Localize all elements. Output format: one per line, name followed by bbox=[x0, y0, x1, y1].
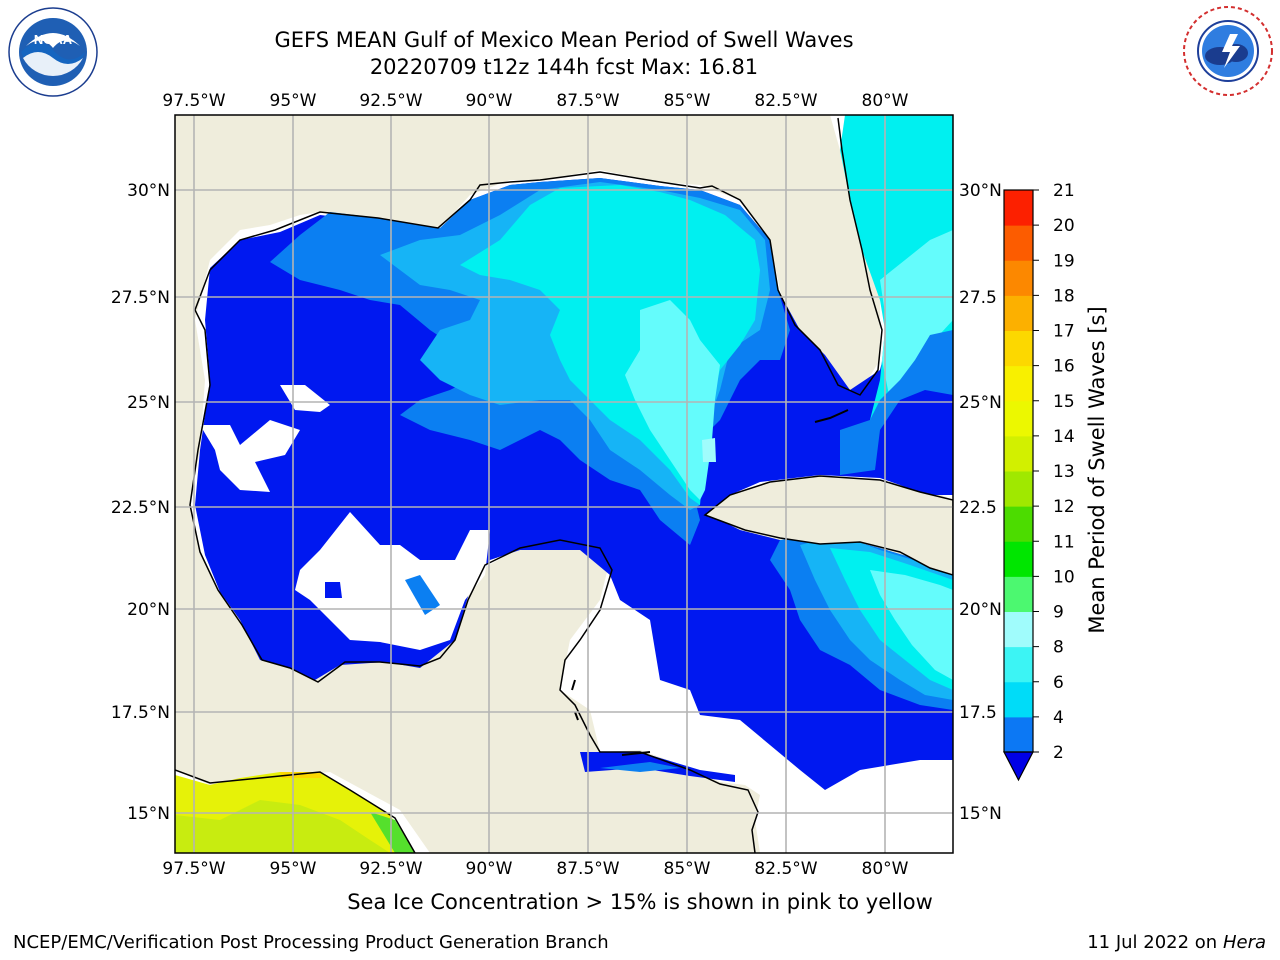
colorbar-segment bbox=[1004, 330, 1033, 367]
colorbar-segment bbox=[1004, 611, 1033, 648]
map-subtitle: 20220709 t12z 144h fcst Max: 16.81 bbox=[369, 55, 759, 79]
swell-region-medium-period bbox=[600, 762, 680, 772]
longitude-tick-label: 82.5°W bbox=[754, 91, 817, 111]
longitude-tick-label: 85°W bbox=[664, 91, 711, 111]
colorbar-segment bbox=[1004, 435, 1033, 472]
latitude-tick-label: 17.5°N bbox=[111, 703, 170, 723]
latitude-tick-label: 27.5°N bbox=[111, 288, 170, 308]
longitude-tick-label: 80°W bbox=[862, 91, 909, 111]
colorbar-tick-label: 11 bbox=[1053, 532, 1075, 552]
longitude-tick-label: 87.5°W bbox=[556, 91, 619, 111]
longitude-tick-label: 95°W bbox=[270, 859, 317, 879]
colorbar-segment bbox=[1004, 365, 1033, 402]
latitude-tick-label: 22.5 bbox=[959, 498, 997, 518]
longitude-tick-label: 90°W bbox=[466, 91, 513, 111]
colorbar-tick-label: 20 bbox=[1053, 216, 1075, 236]
swell-region-longest-period bbox=[625, 300, 720, 500]
latitude-tick-label: 20°N bbox=[959, 600, 1002, 620]
latitude-tick-label: 30°N bbox=[959, 181, 1002, 201]
longitude-labels-top: 97.5°W 95°W 92.5°W 90°W 87.5°W 85°W 82.5°W 80°W bbox=[162, 91, 908, 111]
swell-region-longest-period bbox=[702, 438, 716, 462]
colorbar-tick-label: 2 bbox=[1053, 743, 1064, 763]
colorbar-segment bbox=[1004, 646, 1033, 683]
longitude-tick-label: 90°W bbox=[466, 859, 513, 879]
small-island bbox=[571, 679, 651, 756]
colorbar-tick-label: 4 bbox=[1053, 708, 1064, 728]
colorbar-tick-label: 8 bbox=[1053, 638, 1064, 658]
footer-machine: Hera bbox=[1222, 932, 1266, 953]
longitude-tick-label: 97.5°W bbox=[162, 859, 225, 879]
latitude-tick-label: 17.5 bbox=[959, 703, 997, 723]
colorbar-segment bbox=[1004, 471, 1033, 507]
colorbar-tick-label: 16 bbox=[1053, 357, 1075, 377]
latitude-tick-label: 22.5°N bbox=[111, 498, 170, 518]
footer-branch: NCEP/EMC/Verification Post Processing Pr… bbox=[13, 932, 609, 953]
longitude-tick-label: 95°W bbox=[270, 91, 317, 111]
noaa-logo: NOAA bbox=[8, 7, 98, 97]
colorbar-tick-label: 6 bbox=[1053, 673, 1064, 693]
longitude-tick-label: 85°W bbox=[664, 859, 711, 879]
colorbar-segment bbox=[1004, 681, 1033, 718]
colorbar-extension bbox=[1003, 751, 1034, 782]
colorbar-tick-label: 9 bbox=[1053, 603, 1064, 623]
colorbar-segment bbox=[1004, 506, 1033, 542]
colorbar-segment bbox=[1004, 716, 1033, 753]
map-area bbox=[175, 115, 953, 853]
footer-date-text: 11 Jul 2022 on bbox=[1087, 932, 1223, 953]
colorbar-tick-label: 14 bbox=[1053, 427, 1075, 447]
caribbean-swell-region bbox=[870, 570, 953, 680]
sea-ice-region bbox=[175, 800, 390, 853]
colorbar-tick-label: 18 bbox=[1053, 286, 1075, 306]
map-frame bbox=[174, 114, 954, 854]
latitude-tick-label: 15°N bbox=[127, 804, 170, 824]
colorbar-tick-label: 17 bbox=[1053, 322, 1075, 342]
national-weather-service-logo bbox=[1183, 6, 1273, 96]
latitude-tick-label: 25°N bbox=[127, 393, 170, 413]
colorbar-tick-label: 15 bbox=[1053, 392, 1075, 412]
longitude-tick-label: 82.5°W bbox=[754, 859, 817, 879]
colorbar-tick-label: 19 bbox=[1053, 251, 1075, 271]
swell-region-short-period bbox=[325, 582, 342, 598]
sea-ice-region bbox=[370, 812, 415, 853]
noaa-logo-text: NOAA bbox=[34, 32, 73, 47]
colorbar: 2 4 6 8 9 10 11 12 13 14 15 16 17 18 19 20 21 bbox=[1003, 181, 1075, 782]
colorbar-segment bbox=[1004, 260, 1033, 296]
latitude-tick-label: 27.5 bbox=[959, 288, 997, 308]
colorbar-tick-label: 13 bbox=[1053, 462, 1075, 482]
longitude-labels-bottom: 97.5°W 95°W 92.5°W 90°W 87.5°W 85°W 82.5°W 80°W bbox=[162, 859, 908, 879]
latitude-tick-label: 20°N bbox=[127, 600, 170, 620]
colorbar-segment bbox=[1004, 576, 1033, 612]
colorbar-segment bbox=[1004, 225, 1033, 261]
latitude-labels-left: 30°N 27.5°N 25°N 22.5°N 20°N 17.5°N 15°N bbox=[111, 181, 170, 824]
colorbar-segment bbox=[1004, 295, 1033, 331]
longitude-tick-label: 80°W bbox=[862, 859, 909, 879]
latitude-tick-label: 30°N bbox=[127, 181, 170, 201]
longitude-tick-label: 97.5°W bbox=[162, 91, 225, 111]
longitude-tick-label: 92.5°W bbox=[359, 859, 422, 879]
map-title: GEFS MEAN Gulf of Mexico Mean Period of … bbox=[274, 28, 854, 52]
colorbar-tick-label: 12 bbox=[1053, 497, 1075, 517]
colorbar-tick-label: 21 bbox=[1053, 181, 1075, 201]
florida-keys bbox=[814, 409, 849, 423]
no-data-patch bbox=[200, 420, 300, 492]
colorbar-segment bbox=[1004, 400, 1033, 437]
swell-region-medium-period bbox=[405, 575, 440, 615]
latitude-labels-right: 30°N 27.5 25°N 22.5 20°N 17.5 15°N bbox=[959, 181, 1002, 824]
latitude-tick-label: 25°N bbox=[959, 393, 1002, 413]
no-data-patch bbox=[295, 512, 490, 650]
map-grid bbox=[175, 115, 953, 853]
sea-ice-caption: Sea Ice Concentration > 15% is shown in … bbox=[347, 890, 933, 914]
colorbar-segment bbox=[1004, 190, 1033, 226]
latitude-tick-label: 15°N bbox=[959, 804, 1002, 824]
atlantic-swell-region bbox=[880, 230, 953, 400]
footer-date: 11 Jul 2022 on Hera bbox=[1087, 932, 1266, 953]
colorbar-segment bbox=[1004, 541, 1033, 577]
longitude-tick-label: 92.5°W bbox=[359, 91, 422, 111]
colorbar-tick-label: 10 bbox=[1053, 567, 1075, 587]
longitude-tick-label: 87.5°W bbox=[556, 859, 619, 879]
